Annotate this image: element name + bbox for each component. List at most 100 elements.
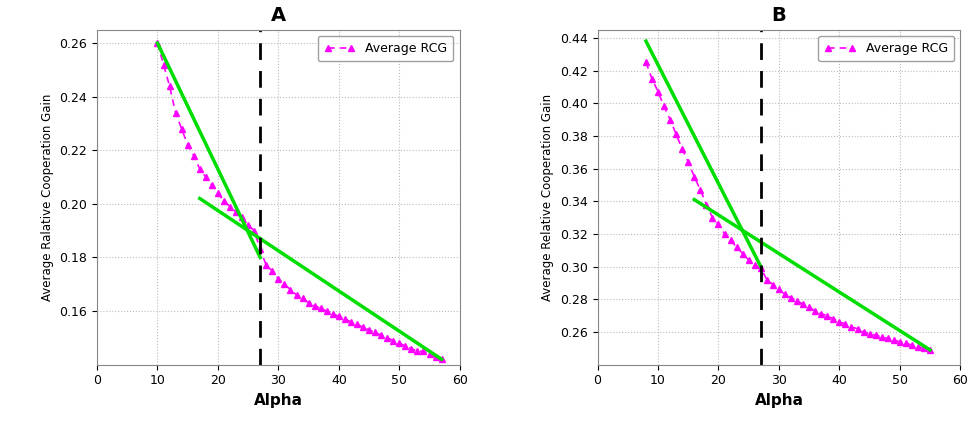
Average RCG xyxy=(802,305,814,310)
Y-axis label: Average Relative Cooperation Gain: Average Relative Cooperation Gain xyxy=(541,94,554,301)
Average RCG xyxy=(224,204,235,209)
Average RCG xyxy=(827,316,838,321)
Average RCG xyxy=(188,153,200,158)
Average RCG xyxy=(170,110,181,115)
Title: A: A xyxy=(270,6,286,25)
Title: B: B xyxy=(770,6,786,25)
Average RCG xyxy=(857,329,868,335)
Average RCG xyxy=(911,344,922,349)
Average RCG xyxy=(772,287,784,292)
Average RCG xyxy=(724,238,735,243)
Average RCG xyxy=(381,335,392,340)
Average RCG xyxy=(675,146,687,151)
Average RCG xyxy=(791,298,802,304)
Average RCG xyxy=(658,104,670,109)
Average RCG xyxy=(423,351,435,357)
Average RCG xyxy=(784,295,796,300)
Average RCG xyxy=(205,183,217,188)
Line: Average RCG: Average RCG xyxy=(641,59,932,354)
Average RCG xyxy=(645,76,657,81)
Average RCG xyxy=(345,319,357,324)
Average RCG xyxy=(200,175,211,180)
Average RCG xyxy=(411,349,422,354)
Average RCG xyxy=(362,327,374,332)
Average RCG xyxy=(694,187,705,192)
Average RCG xyxy=(742,257,754,262)
Average RCG xyxy=(664,117,675,122)
Average RCG xyxy=(718,232,730,237)
Average RCG xyxy=(839,321,851,326)
Line: Average RCG: Average RCG xyxy=(154,39,445,363)
Average RCG xyxy=(158,62,170,67)
Average RCG xyxy=(357,325,368,330)
Average RCG xyxy=(875,334,887,339)
Average RCG xyxy=(242,223,254,228)
Average RCG xyxy=(418,349,429,354)
Average RCG xyxy=(212,191,224,196)
Average RCG xyxy=(332,314,344,319)
Average RCG xyxy=(339,317,351,322)
Average RCG xyxy=(730,245,741,250)
Average RCG xyxy=(236,215,248,220)
Average RCG xyxy=(712,222,724,227)
Average RCG xyxy=(315,306,327,311)
Average RCG xyxy=(181,142,193,148)
Average RCG xyxy=(893,339,905,344)
Average RCG xyxy=(164,84,175,89)
Average RCG xyxy=(151,41,163,46)
Average RCG xyxy=(705,215,717,220)
Average RCG xyxy=(297,295,308,300)
Average RCG xyxy=(194,167,205,172)
X-axis label: Alpha: Alpha xyxy=(254,393,302,408)
Average RCG xyxy=(736,251,748,256)
Average RCG xyxy=(881,336,892,341)
Average RCG xyxy=(272,276,284,282)
Average RCG xyxy=(688,174,700,179)
Y-axis label: Average Ralative Cooperation Gain: Average Ralative Cooperation Gain xyxy=(41,93,54,301)
Average RCG xyxy=(887,338,898,343)
Average RCG xyxy=(778,292,790,297)
X-axis label: Alpha: Alpha xyxy=(754,393,802,408)
Average RCG xyxy=(429,354,441,359)
Average RCG xyxy=(266,268,278,273)
Average RCG xyxy=(435,357,447,362)
Average RCG xyxy=(327,311,338,316)
Average RCG xyxy=(321,309,332,314)
Average RCG xyxy=(761,277,772,282)
Average RCG xyxy=(278,282,290,287)
Average RCG xyxy=(851,326,862,331)
Average RCG xyxy=(375,332,387,338)
Average RCG xyxy=(748,262,760,268)
Average RCG xyxy=(845,324,857,329)
Average RCG xyxy=(640,60,651,65)
Average RCG xyxy=(651,89,663,94)
Average RCG xyxy=(869,333,881,338)
Average RCG xyxy=(399,343,411,349)
Average RCG xyxy=(821,313,832,318)
Average RCG xyxy=(393,340,405,346)
Average RCG xyxy=(797,301,808,307)
Average RCG xyxy=(863,331,875,336)
Legend: Average RCG: Average RCG xyxy=(317,36,453,61)
Average RCG xyxy=(918,346,929,351)
Average RCG xyxy=(832,320,844,325)
Average RCG xyxy=(351,322,362,327)
Average RCG xyxy=(405,346,417,351)
Average RCG xyxy=(700,202,711,207)
Average RCG xyxy=(230,209,241,215)
Average RCG xyxy=(670,132,681,137)
Average RCG xyxy=(248,228,260,233)
Average RCG xyxy=(218,198,230,204)
Average RCG xyxy=(899,341,911,346)
Average RCG xyxy=(682,159,694,165)
Average RCG xyxy=(284,287,296,292)
Average RCG xyxy=(254,247,266,252)
Average RCG xyxy=(369,330,381,335)
Average RCG xyxy=(808,308,820,313)
Average RCG xyxy=(754,266,766,271)
Average RCG xyxy=(302,301,314,306)
Average RCG xyxy=(923,347,935,352)
Average RCG xyxy=(905,343,917,348)
Average RCG xyxy=(291,293,302,298)
Average RCG xyxy=(766,282,778,287)
